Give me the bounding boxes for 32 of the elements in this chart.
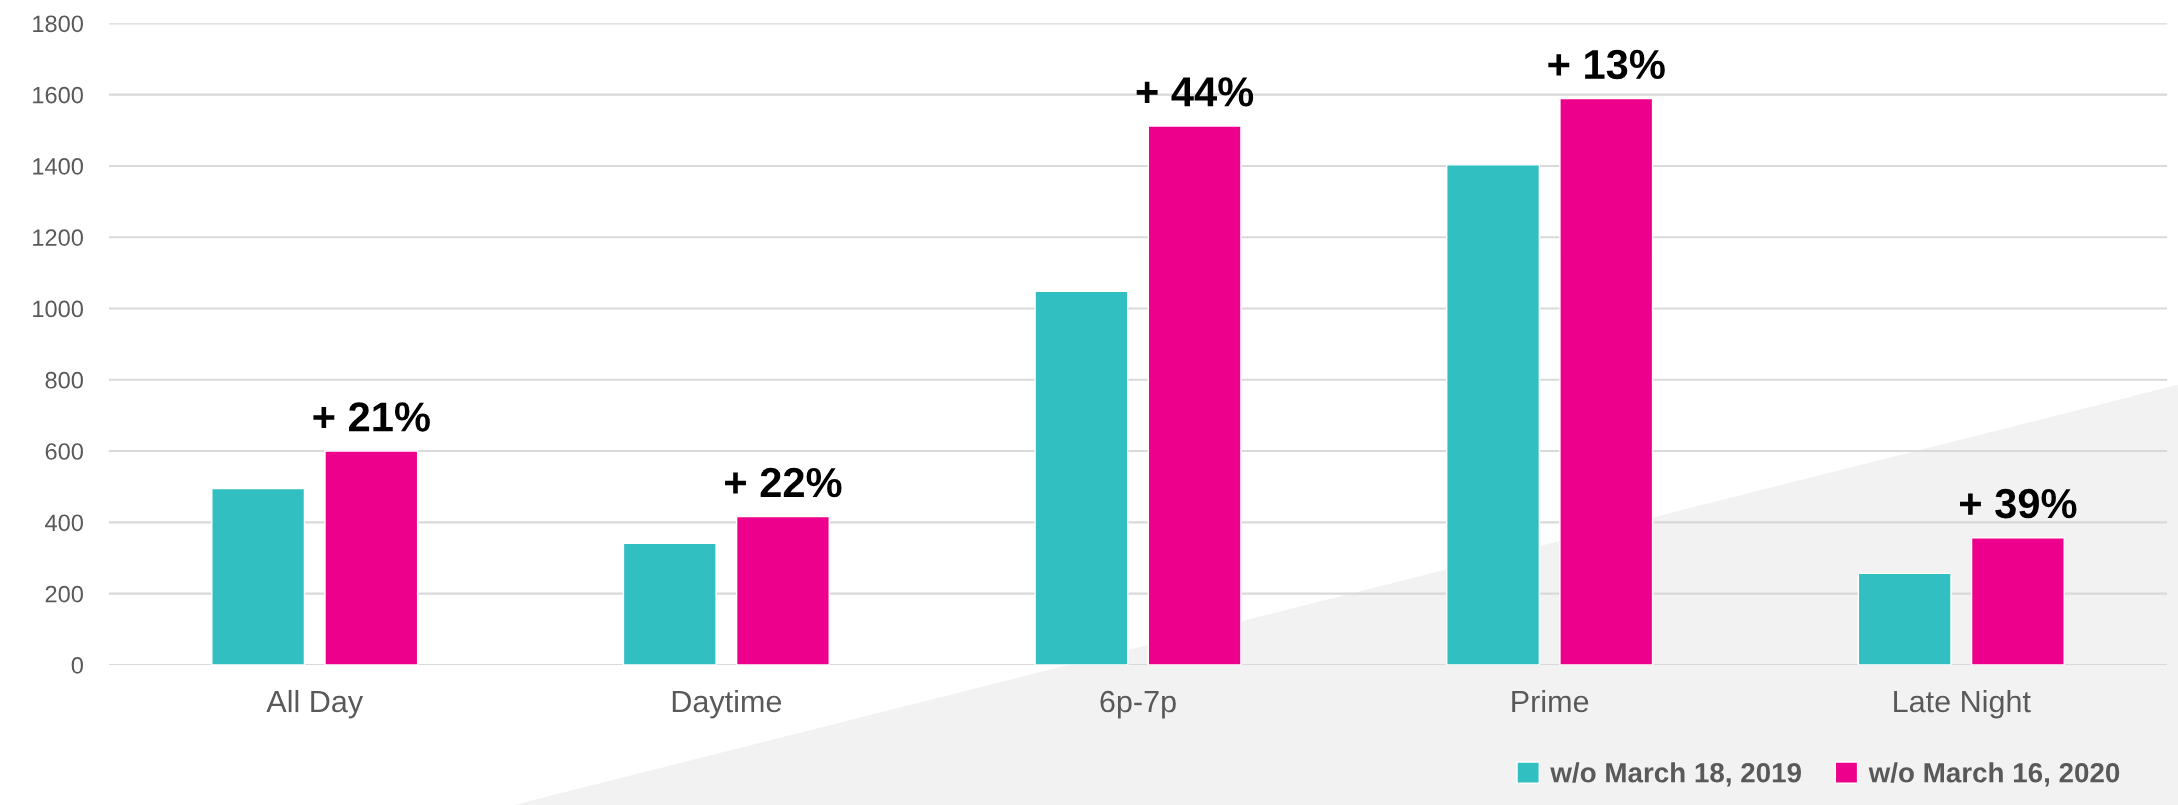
y-tick-label: 200 [45,585,83,603]
y-tick-label: 1400 [33,157,83,175]
x-tick-label: Daytime [672,689,782,719]
bar [1034,290,1129,665]
y-tick-label: 1200 [33,229,83,246]
bar [1559,97,1654,665]
x-tick-label: Prime [1512,689,1589,713]
bar [211,487,306,665]
y-tick-label: 1000 [33,300,83,318]
legend-label: w/o March 16, 2020 [1868,762,2120,787]
annotation: + 44% [1136,77,1254,107]
y-tick-label: 1800 [33,15,83,33]
y-tick-label: 600 [45,443,83,460]
x-tick-label: 6p-7p [1100,690,1176,719]
annotation: + 13% [1548,49,1665,80]
y-tick-label: 1600 [33,86,83,104]
annotation: + 22% [725,467,842,498]
y-tick-label: 400 [45,514,83,532]
x-tick-label: All Day [266,689,364,719]
bar [1857,572,1952,665]
annotation: + 21% [313,402,430,432]
y-tick-label: 0 [71,657,83,674]
bar [622,542,717,665]
y-tick-label: 800 [45,371,83,389]
legend-label: w/o March 18, 2019 [1550,762,1801,787]
bar [735,515,830,665]
bar [324,450,419,665]
x-tick-label: Late Night [1894,689,2031,719]
annotation: + 39% [1959,488,2077,519]
bar [1446,164,1541,665]
bar [1147,125,1242,665]
bar [1970,536,2065,665]
